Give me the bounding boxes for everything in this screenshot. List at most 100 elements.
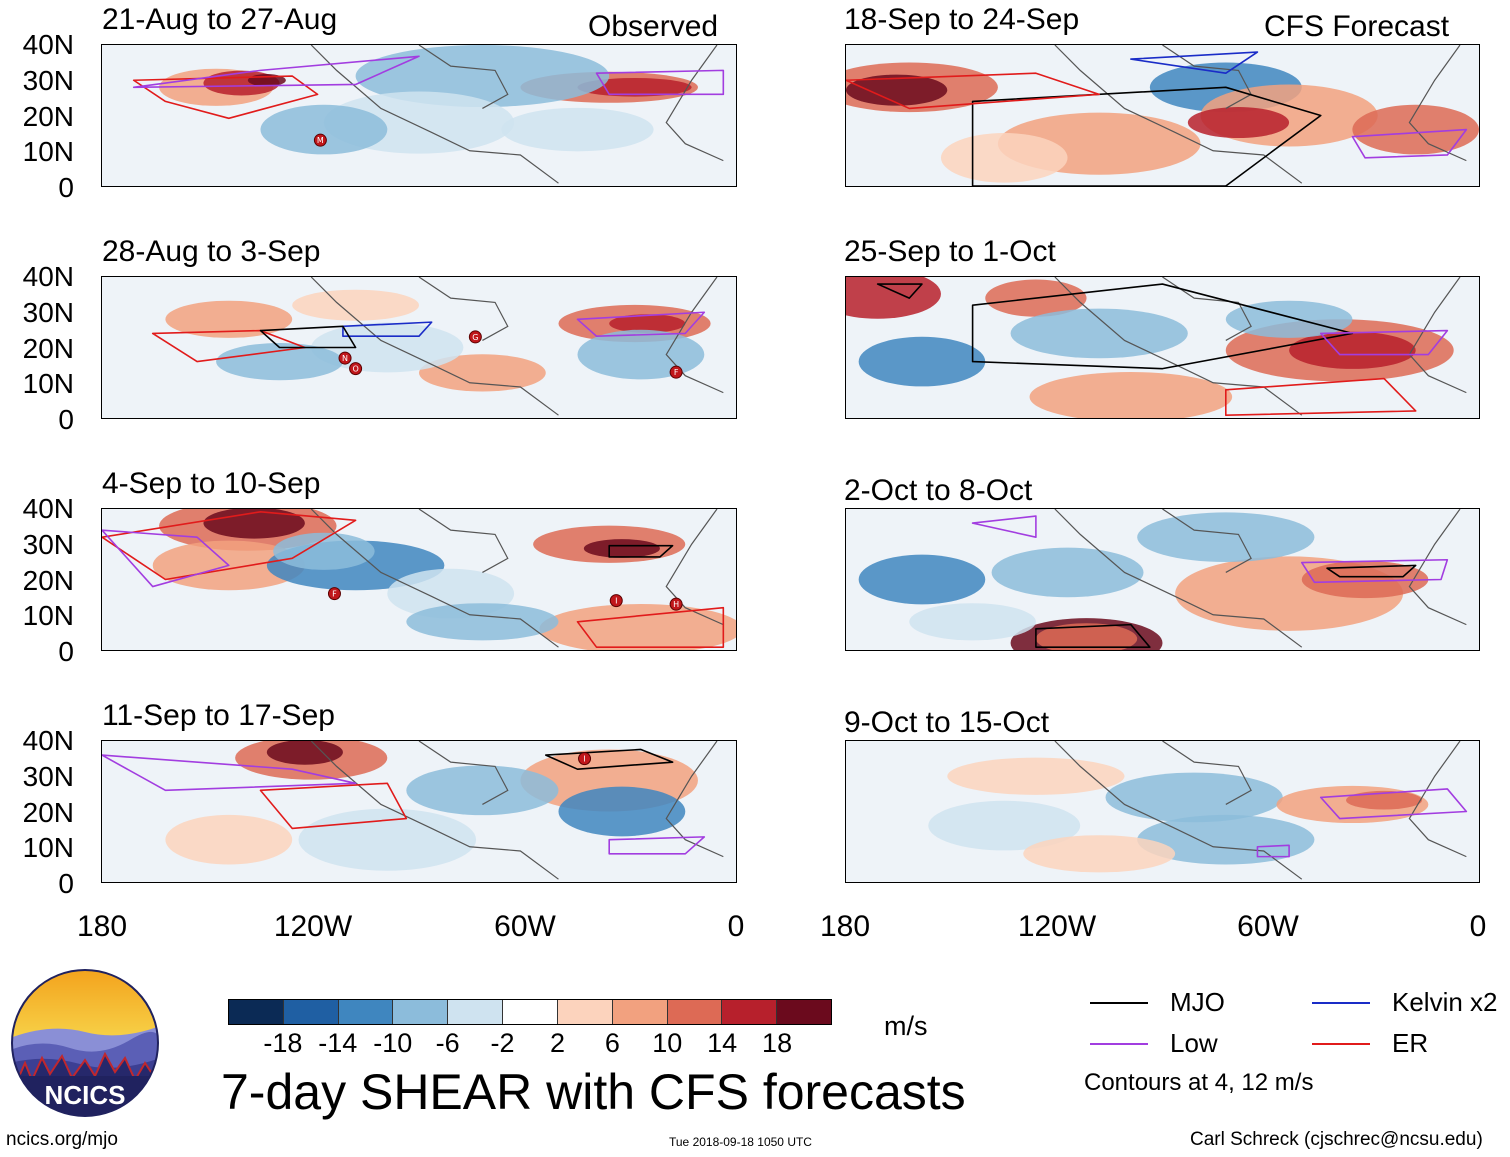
- shear-anomaly-patch: [1289, 331, 1416, 369]
- shear-anomaly-patch: [406, 765, 559, 816]
- wave-contour: [576, 311, 706, 338]
- lat-label: 20N: [22, 332, 74, 364]
- wave-contour: [876, 283, 923, 299]
- colorbar-tick-label: 2: [549, 1028, 565, 1058]
- coastline: [310, 741, 724, 880]
- shear-anomaly-patch: [298, 808, 477, 871]
- legend-contour-note: Contours at 4, 12 m/s: [1084, 1069, 1314, 1096]
- lat-label: 0: [58, 404, 74, 435]
- lat-label: 40N: [22, 493, 74, 524]
- wave-contour: [132, 55, 420, 89]
- map-canvas: I: [102, 741, 736, 882]
- tropical-cyclone-icon: M: [313, 133, 327, 147]
- shear-anomaly-patch: [539, 604, 736, 650]
- lon-label-0-left: 0: [727, 910, 745, 943]
- colorbar-swatch: [666, 1000, 722, 1024]
- wave-contour: [1224, 377, 1417, 416]
- map-canvas: F I H: [102, 509, 736, 650]
- lat-label: 30N: [22, 760, 74, 792]
- wave-contour: [259, 325, 357, 349]
- wave-contour: [1035, 623, 1151, 648]
- colorbar-swatch: [611, 1000, 667, 1024]
- svg-text:G: G: [472, 333, 478, 342]
- footer-url[interactable]: ncics.org/mjo: [6, 1129, 118, 1150]
- wave-contour: [132, 75, 319, 120]
- map-panel-fcst-3: [845, 508, 1480, 651]
- colorbar-tick-label: -14: [318, 1028, 358, 1058]
- panel-title-obs-4: 11-Sep to 17-Sep: [102, 699, 335, 732]
- colorbar-swatch: [556, 1000, 612, 1024]
- wave-contour: [971, 515, 1037, 539]
- wave-contour: [102, 511, 357, 581]
- wave-contour: [576, 606, 725, 648]
- tropical-cyclone-icon: G: [468, 330, 482, 344]
- shear-anomaly-patch: [1137, 512, 1315, 563]
- coastline: [310, 277, 724, 416]
- colorbar-swatch: [447, 1000, 503, 1024]
- coastline: [310, 45, 724, 184]
- shear-anomaly-patch: [165, 814, 293, 865]
- lat-label: 30N: [22, 64, 74, 96]
- shear-anomaly-patch: [1029, 372, 1233, 418]
- svg-text:O: O: [352, 365, 358, 374]
- colorbar-tick-label: 14: [707, 1028, 738, 1058]
- shear-anomaly-patch: [1346, 790, 1423, 810]
- panel-title-fcst-4: 9-Oct to 15-Oct: [844, 706, 1050, 739]
- shear-anomaly-patch: [355, 45, 610, 108]
- lon-label-180-right: 180: [819, 910, 871, 943]
- shear-anomaly-patch: [419, 354, 546, 392]
- lat-label: 0: [58, 868, 74, 899]
- legend-kelvin-label: Kelvin x2: [1392, 987, 1498, 1017]
- lat-label: 20N: [22, 796, 74, 828]
- shear-anomaly-patch: [928, 800, 1081, 851]
- panel-title-obs-1: 21-Aug to 27-Aug: [102, 3, 338, 36]
- wave-contour: [102, 754, 357, 792]
- observed-label: Observed: [588, 10, 719, 43]
- lat-label: 20N: [22, 564, 74, 596]
- legend-mjo-label: MJO: [1170, 987, 1225, 1017]
- colorbar-tick-label: -10: [373, 1028, 413, 1058]
- lat-label: 0: [58, 172, 74, 203]
- shear-anomaly-patch: [1010, 308, 1188, 359]
- lon-label-60w-left: 60W: [494, 910, 556, 943]
- lat-label: 10N: [22, 368, 74, 400]
- map-canvas: M: [102, 45, 736, 186]
- footer-credit: Carl Schreck (cjschrec@ncsu.edu): [1190, 1129, 1483, 1150]
- wave-contour: [1319, 329, 1449, 356]
- shear-anomaly-patch: [609, 314, 686, 333]
- tropical-cyclone-icon: F: [669, 365, 683, 379]
- colorbar-tick-label: 10: [652, 1028, 683, 1058]
- map-panel-fcst-2: [845, 276, 1480, 419]
- tropical-cyclone-icon: I: [609, 594, 623, 608]
- panel-title-fcst-3: 2-Oct to 8-Oct: [844, 474, 1033, 507]
- figure-title: 7-day SHEAR with CFS forecasts: [221, 1064, 966, 1120]
- wave-contour: [102, 529, 230, 588]
- legend-er-line: [1312, 1043, 1370, 1045]
- shear-anomaly-patch: [858, 336, 986, 387]
- wave-contour: [971, 283, 1354, 370]
- shear-anomaly-patch: [947, 757, 1125, 795]
- wave-contour: [595, 69, 725, 96]
- map-canvas: NO G F: [102, 277, 736, 418]
- wave-contour: [544, 748, 674, 771]
- svg-text:M: M: [317, 136, 324, 145]
- shear-anomaly-patch: [165, 300, 293, 338]
- wave-contour: [1351, 128, 1468, 159]
- shear-anomaly-patch: [216, 342, 343, 381]
- shear-anomaly-patch: [1035, 623, 1138, 650]
- shear-anomaly-patch: [260, 104, 388, 155]
- footer-timestamp: Tue 2018-09-18 1050 UTC: [669, 1135, 812, 1149]
- shear-anomaly-patch: [406, 603, 559, 641]
- wave-contour: [1326, 564, 1417, 578]
- shear-anomaly-patch: [858, 554, 986, 605]
- lat-label: 40N: [22, 29, 74, 60]
- lat-label: 10N: [22, 136, 74, 168]
- legend-kelvin-line: [1312, 1002, 1370, 1004]
- lat-label: 30N: [22, 296, 74, 328]
- shear-anomaly-patch: [1187, 107, 1290, 139]
- colorbar-swatch: [502, 1000, 557, 1024]
- map-panel-obs-4: I: [101, 740, 737, 883]
- wave-contour: [608, 836, 706, 855]
- colorbar-swatch: [229, 1000, 283, 1024]
- lat-label: 10N: [22, 600, 74, 632]
